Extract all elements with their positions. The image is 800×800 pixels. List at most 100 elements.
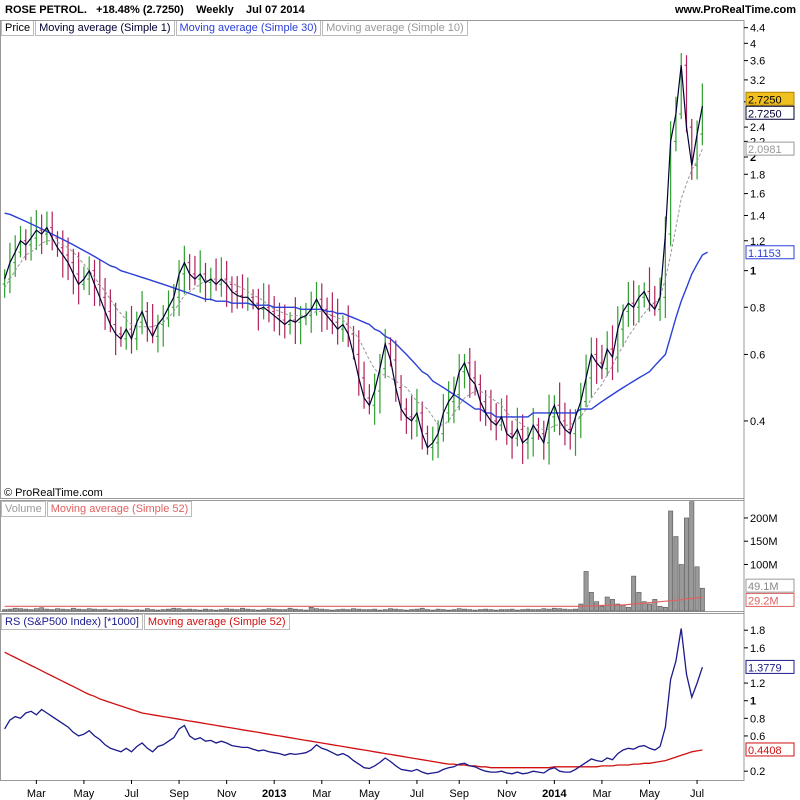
volume-bar <box>197 609 203 612</box>
volume-bar <box>203 608 208 612</box>
volume-bar <box>366 609 372 612</box>
volume-bar <box>382 609 388 612</box>
volume-bar <box>657 606 663 612</box>
volume-bar <box>472 609 478 612</box>
volume-bar <box>76 608 82 612</box>
price-tick-label: 0.6 <box>750 349 765 361</box>
volume-bar <box>213 609 219 612</box>
volume-bar <box>55 608 60 612</box>
volume-bar <box>44 608 50 612</box>
legend-sma10[interactable]: Moving average (Simple 10) <box>322 20 468 36</box>
volume-bar <box>102 608 108 612</box>
volume-ma-badge: 29.2M <box>748 595 779 607</box>
price-tick-label: 0.4 <box>750 416 765 428</box>
volume-bar <box>647 603 652 612</box>
price-tick-label: 2.4 <box>750 122 765 134</box>
price-tick-label: 3.2 <box>750 75 765 87</box>
legend-volume-ma[interactable]: Moving average (Simple 52) <box>46 501 193 517</box>
volume-bar <box>446 609 452 612</box>
volume-bar <box>292 608 298 612</box>
volume-bar <box>266 608 272 612</box>
volume-bar <box>134 609 140 612</box>
volume-bar <box>229 608 235 612</box>
legend-sma30[interactable]: Moving average (Simple 30) <box>175 20 322 36</box>
volume-bar <box>224 608 230 612</box>
sma1-badge-box <box>745 105 795 120</box>
price-tick-label: 1.4 <box>750 210 765 222</box>
price-change: +18.48% (2.7250) <box>96 4 184 16</box>
volume-bar <box>255 609 261 612</box>
rs-last-badge-box <box>745 659 795 674</box>
volume-bar <box>636 592 642 612</box>
panel-frame-1 <box>0 20 745 499</box>
legend-rs[interactable]: RS (S&P500 Index) [*1000] <box>1 614 143 630</box>
volume-bar <box>308 606 314 612</box>
volume-bar <box>340 608 346 612</box>
rs-ma52-line <box>4 651 703 769</box>
volume-bar <box>356 608 362 612</box>
volume-bar <box>451 609 457 612</box>
panel-frame-3 <box>0 613 745 781</box>
rs-tick-label: 1.8 <box>750 625 765 637</box>
volume-bar <box>70 607 76 612</box>
volume-bar <box>699 587 705 612</box>
price-tick-label: 1.8 <box>750 169 765 181</box>
volume-bar <box>261 609 267 612</box>
volume-bar <box>625 606 631 612</box>
header-left: ROSE PETROL. +18.48% (2.7250) Weekly Jul… <box>5 4 305 16</box>
sma30-badge: 1.1153 <box>748 248 781 260</box>
volume-bar <box>187 608 193 612</box>
volume-ma-badge-box <box>745 592 795 607</box>
volume-bar <box>97 609 103 612</box>
x-tick-label: May <box>639 788 660 800</box>
volume-bar <box>403 609 409 612</box>
volume-bar <box>393 608 399 612</box>
price-last-badge-box <box>745 91 795 106</box>
x-tick-label: Mar <box>592 788 611 800</box>
price-tick-label: 4 <box>750 38 756 50</box>
rs-tick-label: 0.2 <box>750 766 765 778</box>
volume-legend: Volume Moving average (Simple 52) <box>1 501 193 517</box>
volume-bar <box>345 609 351 612</box>
x-tick-label: May <box>74 788 95 800</box>
volume-bar <box>483 608 489 612</box>
volume-bar <box>641 601 647 612</box>
close-line <box>4 65 703 449</box>
volume-bar <box>271 608 277 612</box>
volume-bar <box>467 609 473 612</box>
rs-line <box>4 628 704 775</box>
volume-bar <box>218 609 224 612</box>
volume-bar <box>684 517 689 612</box>
volume-bar <box>282 609 288 612</box>
volume-bar <box>361 609 367 612</box>
x-tick-label: 2014 <box>542 788 567 800</box>
volume-bar <box>192 609 198 612</box>
legend-rs-ma[interactable]: Moving average (Simple 52) <box>143 614 290 630</box>
x-tick-label: Jul <box>410 788 424 800</box>
price-tick-label: 2 <box>750 152 756 164</box>
volume-bar <box>398 609 404 612</box>
volume-bar <box>662 606 668 612</box>
volume-bar <box>414 608 420 612</box>
volume-bar <box>536 609 541 612</box>
volume-bar <box>287 607 293 612</box>
volume-bar <box>520 609 526 612</box>
volume-bar <box>181 609 187 612</box>
volume-bar <box>477 609 483 612</box>
volume-bar <box>319 608 325 612</box>
volume-bar <box>562 608 568 612</box>
legend-volume[interactable]: Volume <box>1 501 46 517</box>
volume-bar <box>245 608 251 612</box>
volume-bar <box>208 609 214 612</box>
volume-bar <box>551 607 557 612</box>
volume-bar <box>240 607 245 612</box>
volume-bar <box>298 609 304 612</box>
volume-bar <box>23 608 29 612</box>
volume-bar <box>425 609 430 612</box>
volume-bar <box>694 566 700 612</box>
x-tick-label: Nov <box>497 788 517 800</box>
volume-bar <box>129 609 134 612</box>
volume-bar <box>65 609 71 612</box>
volume-bar <box>314 608 319 612</box>
